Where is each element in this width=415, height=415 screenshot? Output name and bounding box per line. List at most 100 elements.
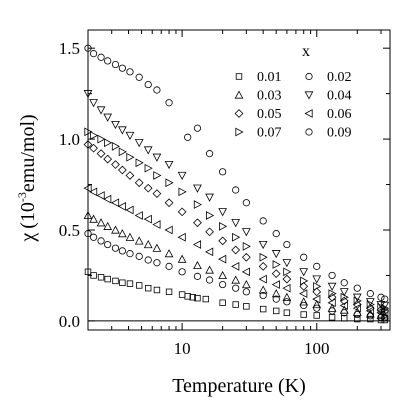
data-point (111, 60, 120, 69)
data-point (352, 303, 361, 313)
data-point (103, 154, 113, 164)
data-point (205, 247, 214, 257)
data-point (339, 296, 349, 306)
data-point (84, 268, 92, 276)
data-point (134, 236, 144, 245)
x-tick-label: 100 (304, 339, 330, 358)
data-point (165, 288, 173, 296)
legend-marker (305, 72, 313, 81)
x-axis-label: Temperature (K) (172, 375, 306, 397)
data-point (165, 99, 173, 107)
data-point (111, 160, 120, 169)
data-point (84, 230, 92, 238)
data-point (104, 275, 111, 283)
data-point (313, 262, 321, 270)
data-point (258, 285, 268, 294)
data-point (205, 150, 214, 158)
data-point (283, 267, 292, 277)
data-point (299, 268, 309, 277)
data-point (232, 301, 239, 308)
data-point (205, 227, 214, 237)
data-point (135, 158, 144, 168)
data-point (103, 194, 112, 204)
data-point (327, 303, 337, 312)
data-point (232, 284, 240, 292)
data-point (118, 64, 126, 72)
data-point (282, 259, 292, 268)
data-point (283, 240, 291, 249)
data-point (194, 294, 201, 302)
data-point (189, 294, 196, 301)
data-point (125, 171, 135, 180)
data-point (97, 53, 105, 61)
legend-label: 0.06 (327, 107, 352, 122)
data-point (193, 184, 202, 193)
data-point (126, 68, 134, 76)
data-point (219, 221, 228, 231)
legend-label: 0.02 (327, 70, 352, 85)
data-point (283, 298, 291, 306)
data-point (178, 187, 187, 197)
x-tick-label: 10 (174, 339, 191, 358)
data-point (353, 296, 362, 306)
data-point (282, 292, 292, 301)
data-point (126, 250, 134, 258)
data-point (339, 288, 349, 297)
legend-marker (305, 128, 313, 136)
data-point (376, 308, 385, 318)
series-0.07 (84, 127, 390, 313)
data-point (312, 294, 321, 304)
y-axis-label: χ (10-3emu/mol) (15, 114, 39, 242)
data-point (205, 193, 214, 202)
data-point (184, 293, 191, 300)
data-point (90, 272, 97, 279)
data-point (272, 260, 281, 269)
x-axis-ticks: 10 100 (87, 30, 382, 358)
data-point (193, 218, 202, 228)
legend-marker (234, 90, 244, 99)
data-point (178, 291, 186, 298)
data-point (312, 275, 322, 284)
y-tick-label: 1.5 (59, 39, 80, 58)
data-point (218, 208, 228, 217)
data-point (353, 284, 361, 292)
series-0.04 (83, 90, 390, 311)
series-0.01 (84, 268, 388, 324)
data-point (89, 99, 98, 108)
data-point (96, 191, 105, 200)
data-point (111, 120, 120, 130)
data-point (104, 138, 113, 148)
data-point (258, 274, 267, 284)
data-point (153, 171, 162, 180)
data-point (312, 299, 322, 309)
y-axis-unit-prefix: (10 (17, 202, 39, 229)
data-point (231, 219, 241, 228)
data-point (272, 230, 280, 238)
data-point (83, 140, 93, 149)
data-point (118, 147, 127, 157)
legend: x 0.01 0.02 0.03 0.04 0.05 0.06 0.07 0.09 (234, 43, 352, 141)
y-axis-unit-exponent: -3 (15, 192, 29, 202)
data-point (218, 236, 228, 246)
legend-marker (304, 109, 313, 118)
y-axis-symbol: χ (17, 233, 39, 243)
data-point (205, 211, 215, 220)
data-point (341, 314, 348, 322)
series-0.06 (83, 183, 389, 318)
data-point (366, 300, 375, 309)
data-point (134, 139, 144, 148)
data-point (165, 262, 173, 270)
data-point (300, 253, 308, 261)
legend-item-0.09: 0.09 (305, 126, 352, 141)
data-point (165, 178, 174, 188)
data-point (89, 214, 98, 223)
data-point (83, 90, 93, 99)
legend-label: 0.03 (257, 89, 282, 104)
data-point (145, 284, 152, 292)
plot-area: 10 100 0.0 0.5 1.0 1.5 (59, 29, 391, 358)
legend-item-0.04: 0.04 (304, 89, 352, 104)
data-point (192, 240, 202, 249)
legend-item-0.06: 0.06 (304, 107, 352, 122)
legend-title: x (302, 43, 310, 60)
